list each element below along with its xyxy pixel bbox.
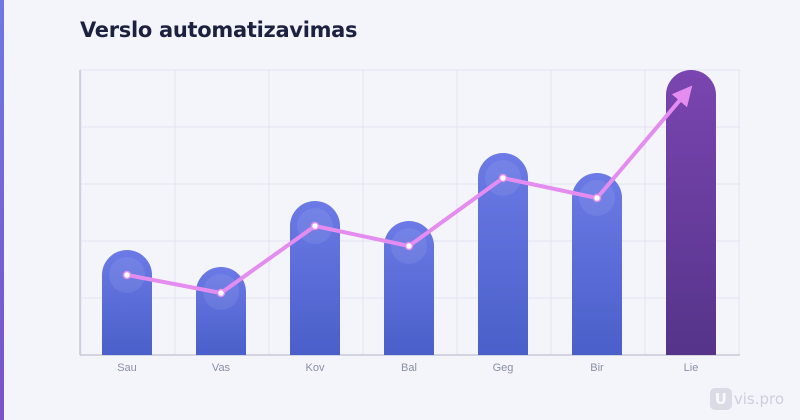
bar-series <box>102 70 716 355</box>
logo-icon: U <box>709 388 732 410</box>
x-tick-label: Lie <box>684 362 699 374</box>
x-tick-label: Kov <box>306 362 325 374</box>
bar-lie <box>666 70 716 355</box>
x-tick-label: Bal <box>401 362 417 374</box>
bar-geg <box>478 153 528 355</box>
watermark-logo: U vis.pro <box>709 388 784 410</box>
x-tick-label: Vas <box>212 362 231 374</box>
grid <box>79 69 740 356</box>
line-point-vas <box>216 288 226 298</box>
line-series <box>122 85 693 298</box>
line-point-bir <box>592 193 602 203</box>
line-point-geg <box>498 173 508 183</box>
line-point-kov <box>310 221 320 231</box>
x-axis-ticks: Sau Vas Kov Bal Geg Bir Lie <box>117 362 698 374</box>
x-tick-label: Sau <box>117 362 137 374</box>
logo-text: vis.pro <box>733 390 784 408</box>
chart-title: Verslo automatizavimas <box>80 18 358 42</box>
line-point-bal <box>404 241 414 251</box>
line-point-sau <box>122 270 132 280</box>
bar-kov <box>290 201 340 355</box>
bar-bir <box>572 173 622 355</box>
x-tick-label: Bir <box>590 362 604 374</box>
accent-strip <box>0 0 4 420</box>
bar-bal <box>384 221 434 355</box>
x-tick-label: Geg <box>493 362 514 374</box>
